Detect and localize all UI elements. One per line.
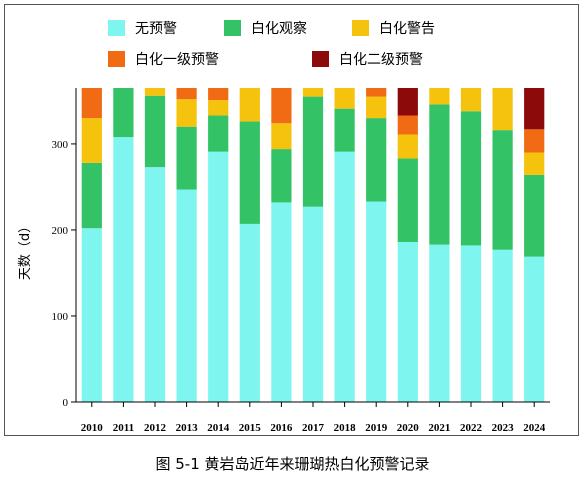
bar-2023-series-2 xyxy=(492,88,513,131)
bar-2019-series-0 xyxy=(366,201,387,402)
plot-area xyxy=(81,88,545,403)
bar-2024-series-4 xyxy=(524,88,545,130)
x-tick-label: 2017 xyxy=(302,422,325,434)
bar-2010-series-2 xyxy=(81,118,102,163)
x-tick-label: 2011 xyxy=(113,422,134,434)
x-tick-label: 2022 xyxy=(460,422,483,434)
bar-2015-series-1 xyxy=(239,121,260,224)
bar-2013-series-1 xyxy=(176,126,197,190)
bar-2016-series-1 xyxy=(271,149,292,203)
bar-2012-series-1 xyxy=(144,95,166,168)
figure-frame: 无预警 白化观察 白化警告白化一级预警 白化二级预警 0 100 200 300 2010 20… xyxy=(4,4,579,436)
bar-2022-series-1 xyxy=(460,111,482,246)
y-tick-label: 0 xyxy=(63,397,69,409)
legend-swatch xyxy=(312,51,329,67)
x-tick-label: 2013 xyxy=(176,422,199,434)
bar-2018-series-0 xyxy=(334,151,355,402)
bar-2015-series-0 xyxy=(239,223,260,402)
bar-2011-series-0 xyxy=(113,137,134,403)
bar-2010-series-1 xyxy=(81,162,102,229)
bar-2017-series-1 xyxy=(302,96,324,207)
x-tick-label: 2012 xyxy=(144,422,167,434)
figure-caption: 图 5-1 黄岩岛近年来珊瑚热白化预警记录 xyxy=(155,455,430,473)
bar-2016-series-0 xyxy=(271,202,292,402)
legend-label: 白化警告 xyxy=(379,21,435,37)
bar-2011-series-1 xyxy=(113,88,134,138)
x-tick-label: 2019 xyxy=(365,422,388,434)
legend-label: 白化一级预警 xyxy=(135,52,219,68)
legend-label: 白化观察 xyxy=(251,20,307,37)
bar-2016-series-3 xyxy=(271,88,292,124)
legend-swatch xyxy=(224,20,241,36)
bar-2010-series-3 xyxy=(81,88,102,119)
bar-2023-series-1 xyxy=(492,130,513,250)
bar-2024-series-3 xyxy=(524,129,545,153)
y-tick-label: 200 xyxy=(52,225,69,237)
bar-2022-series-2 xyxy=(460,88,482,112)
bar-2019-series-3 xyxy=(366,88,387,97)
bar-2012-series-2 xyxy=(144,88,166,96)
legend-swatch xyxy=(108,20,125,36)
bar-2020-series-1 xyxy=(397,158,418,242)
x-tick-label: 2023 xyxy=(492,422,515,434)
bar-2012-series-0 xyxy=(144,167,166,402)
bar-2014-series-2 xyxy=(208,100,229,116)
legend-swatch xyxy=(108,51,125,67)
bar-2018-series-2 xyxy=(334,88,355,109)
bar-2015-series-2 xyxy=(239,88,260,122)
bar-2021-series-0 xyxy=(429,244,450,402)
bar-2017-series-2 xyxy=(302,88,324,97)
bar-2020-series-0 xyxy=(397,241,418,402)
bar-2023-series-0 xyxy=(492,249,513,402)
bar-2014-series-0 xyxy=(208,151,229,402)
legend-swatch xyxy=(352,20,369,36)
legend-label: 白化二级预警 xyxy=(339,52,423,68)
bar-2020-series-4 xyxy=(397,88,418,116)
bar-2018-series-1 xyxy=(334,108,355,152)
x-tick-label: 2014 xyxy=(207,422,230,434)
x-tick-label: 2016 xyxy=(270,422,293,434)
bar-2022-series-0 xyxy=(460,245,482,402)
y-tick-label: 300 xyxy=(52,139,69,151)
bar-2021-series-1 xyxy=(429,104,450,245)
bar-2017-series-0 xyxy=(302,206,324,402)
x-tick-label: 2018 xyxy=(334,422,357,434)
bar-2021-series-2 xyxy=(429,88,450,105)
bar-2013-series-0 xyxy=(176,189,197,402)
bar-2013-series-2 xyxy=(176,99,197,127)
y-tick-label: 100 xyxy=(52,311,69,323)
x-tick-label: 2020 xyxy=(397,422,420,434)
bar-2016-series-2 xyxy=(271,123,292,150)
bar-2024-series-2 xyxy=(524,152,545,175)
bar-2020-series-2 xyxy=(397,134,418,159)
bar-2020-series-3 xyxy=(397,115,418,135)
axes: 0 100 200 300 2010 2011 2012 2013 2014 2015 2016 20… xyxy=(18,88,550,434)
x-tick-label: 2024 xyxy=(523,422,546,434)
bar-2024-series-1 xyxy=(524,174,545,257)
y-axis-label: 天数（d） xyxy=(18,220,33,280)
bar-2019-series-2 xyxy=(366,96,387,119)
bar-2010-series-0 xyxy=(81,228,102,402)
bar-2014-series-1 xyxy=(208,115,229,152)
bar-2013-series-3 xyxy=(176,88,197,100)
bar-2024-series-0 xyxy=(524,256,545,402)
x-tick-label: 2021 xyxy=(428,422,450,434)
x-tick-label: 2010 xyxy=(81,422,104,434)
bar-2014-series-3 xyxy=(208,88,229,101)
legend-label: 无预警 xyxy=(135,21,177,37)
bar-2019-series-1 xyxy=(366,118,387,202)
x-tick-label: 2015 xyxy=(239,422,262,434)
